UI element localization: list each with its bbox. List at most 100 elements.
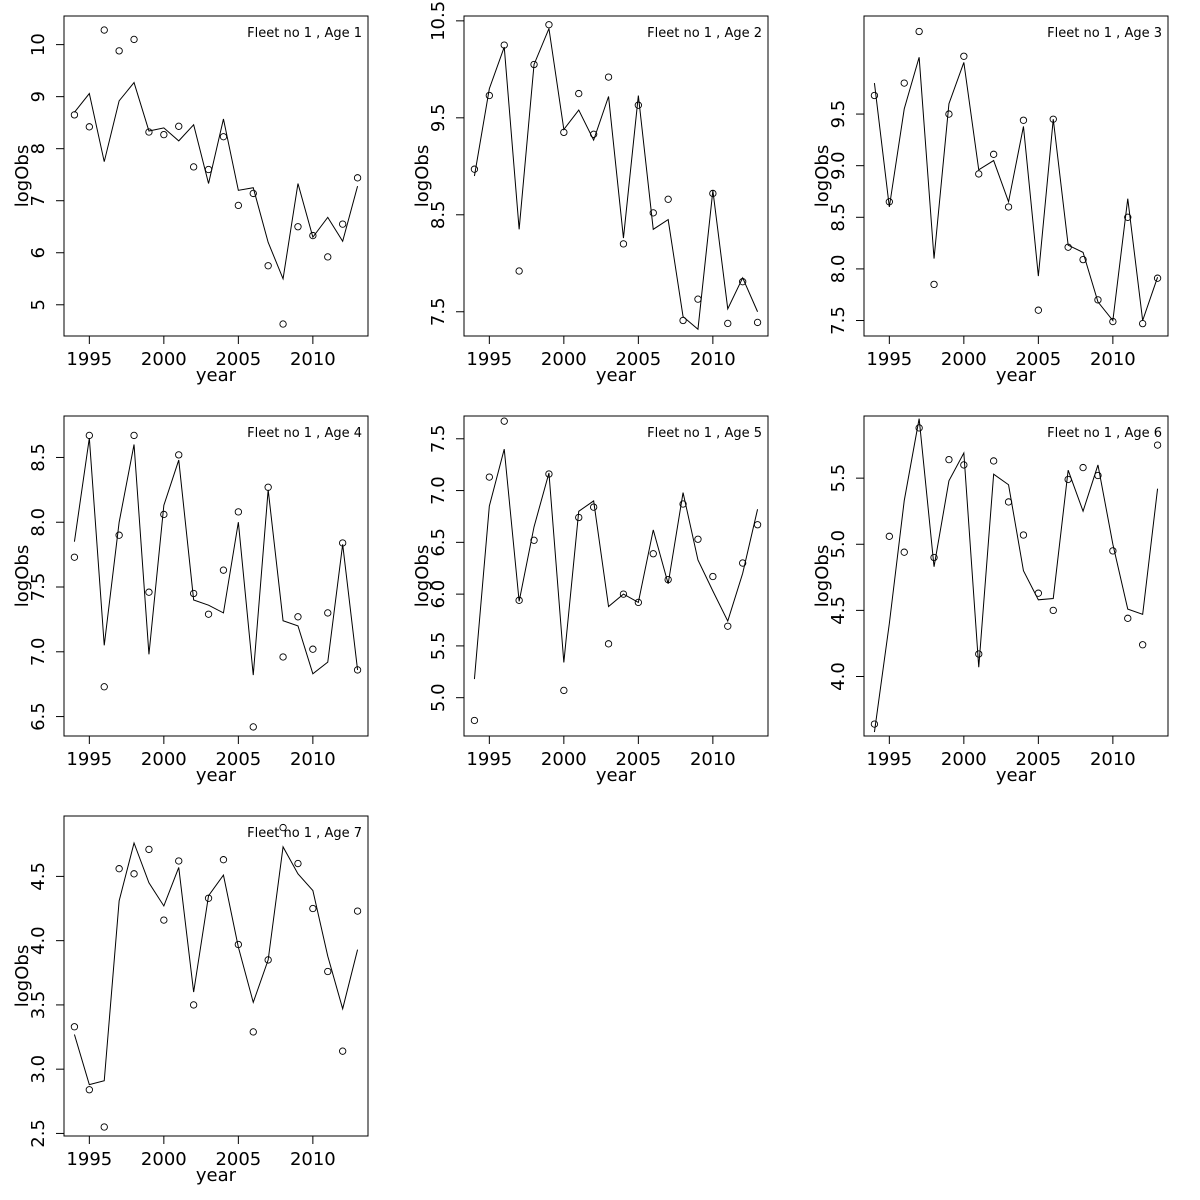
observation-point [975,650,983,658]
observation-point [1064,243,1072,251]
x-axis-title: year [196,765,237,786]
x-tick-label: 1995 [466,349,512,370]
observation-point [634,101,643,109]
x-tick-label: 2010 [290,749,336,770]
observation-point [1049,115,1057,123]
y-tick-label: 7.5 [428,424,449,453]
y-axis-title: logObs [412,145,433,207]
observation-point [85,123,93,131]
observation-point [130,431,138,440]
fitted-line [873,57,1159,322]
observation-point [353,907,362,915]
observation-point [279,320,287,328]
observation-point [1004,498,1013,506]
x-tick-label: 1995 [66,349,112,370]
y-tick-label: 9 [28,91,49,102]
observation-point [575,513,583,522]
x-tick-label: 2005 [215,749,261,770]
observation-point [145,588,153,596]
observation-point [945,110,953,118]
observation-point [634,598,643,607]
fitted-line [473,26,759,331]
observation-point [219,566,228,574]
y-tick-label: 5.0 [828,530,849,559]
y-tick-label: 10.5 [428,1,449,41]
observation-point [309,645,317,653]
observation-point [709,572,717,581]
observation-point [1094,471,1102,480]
y-axis-title: logObs [412,545,433,607]
panel-title: Fleet no 1 , Age 6 [1047,426,1162,441]
observation-point [160,130,168,139]
observation-point [1124,213,1132,221]
fitted-line [73,437,359,676]
y-tick-label: 6 [28,247,49,258]
observation-point [130,870,138,878]
chart-panel-4: 1995 2000 2005 2010 6.5 7.0 7.5 8.0 8.5 year logOb… [12,415,369,786]
observation-point [589,503,598,511]
observation-point [1109,317,1117,326]
chart-panel-6: 1995 2000 2005 2010 4.0 4.5 5.0 5.5 year logObs Fl… [812,415,1169,786]
observation-point [945,455,953,464]
observation-point [930,280,938,289]
observation-point [189,589,198,598]
x-tick-label: 2000 [941,349,987,370]
chart-panel-7: 1995 2000 2005 2010 2.5 3.0 3.5 4.0 4.5 year logOb… [12,815,369,1186]
observation-point [175,857,183,865]
observation-point [515,596,523,604]
panel-title: Fleet no 1 , Age 2 [647,26,762,41]
observation-point [160,510,168,519]
y-tick-label: 8.5 [28,443,49,472]
observation-point [85,431,93,440]
observation-point [960,52,968,60]
plot-frame [63,15,369,337]
observation-point [130,35,138,44]
observation-point [560,128,568,137]
observation-point [753,318,762,327]
observation-point [500,417,508,425]
observation-point [160,916,168,924]
y-tick-label: 4.5 [28,862,49,891]
observation-point [309,904,317,913]
y-axis-title: logObs [812,145,833,207]
chart-panel-3: 1995 2000 2005 2010 7.5 8.0 8.5 9.0 9.5 year logOb… [812,15,1169,386]
plot-frame [863,15,1169,337]
x-tick-label: 2000 [941,749,987,770]
observation-point [115,865,123,873]
observation-point [900,548,908,556]
observation-point [219,856,228,864]
observation-point [204,610,213,618]
chart-panel-5: 1995 2000 2005 2010 5.0 5.5 6.0 6.5 7.0 7.5 year lo… [412,415,769,786]
observation-point [1139,319,1147,328]
observation-point [989,457,998,465]
y-axis-title: logObs [812,545,833,607]
x-axis-title: year [196,365,237,386]
observation-point [353,174,362,182]
y-axis-title: logObs [12,545,33,607]
observation-point [1034,589,1043,597]
observation-point [249,1028,257,1036]
observation-point [560,686,568,695]
observation-point [545,21,553,29]
observation-point [85,1086,93,1094]
x-tick-label: 2000 [541,749,587,770]
observation-point [100,26,108,34]
x-tick-label: 2010 [690,349,736,370]
observation-point [324,253,332,261]
observation-point [975,170,983,178]
plot-frame [463,15,769,337]
observation-point [885,198,893,206]
observation-point [324,967,332,976]
observation-point [1094,296,1102,304]
observation-point [234,940,243,949]
fitted-line [73,841,359,1086]
x-tick-label: 1995 [866,749,912,770]
observation-point [619,240,628,248]
y-tick-label: 9.5 [828,100,849,129]
observation-point [1124,614,1132,622]
observation-point [1049,606,1057,615]
observation-point [930,553,938,562]
x-tick-label: 2010 [1090,349,1136,370]
y-tick-label: 7 [28,195,49,206]
observation-point [264,956,272,964]
